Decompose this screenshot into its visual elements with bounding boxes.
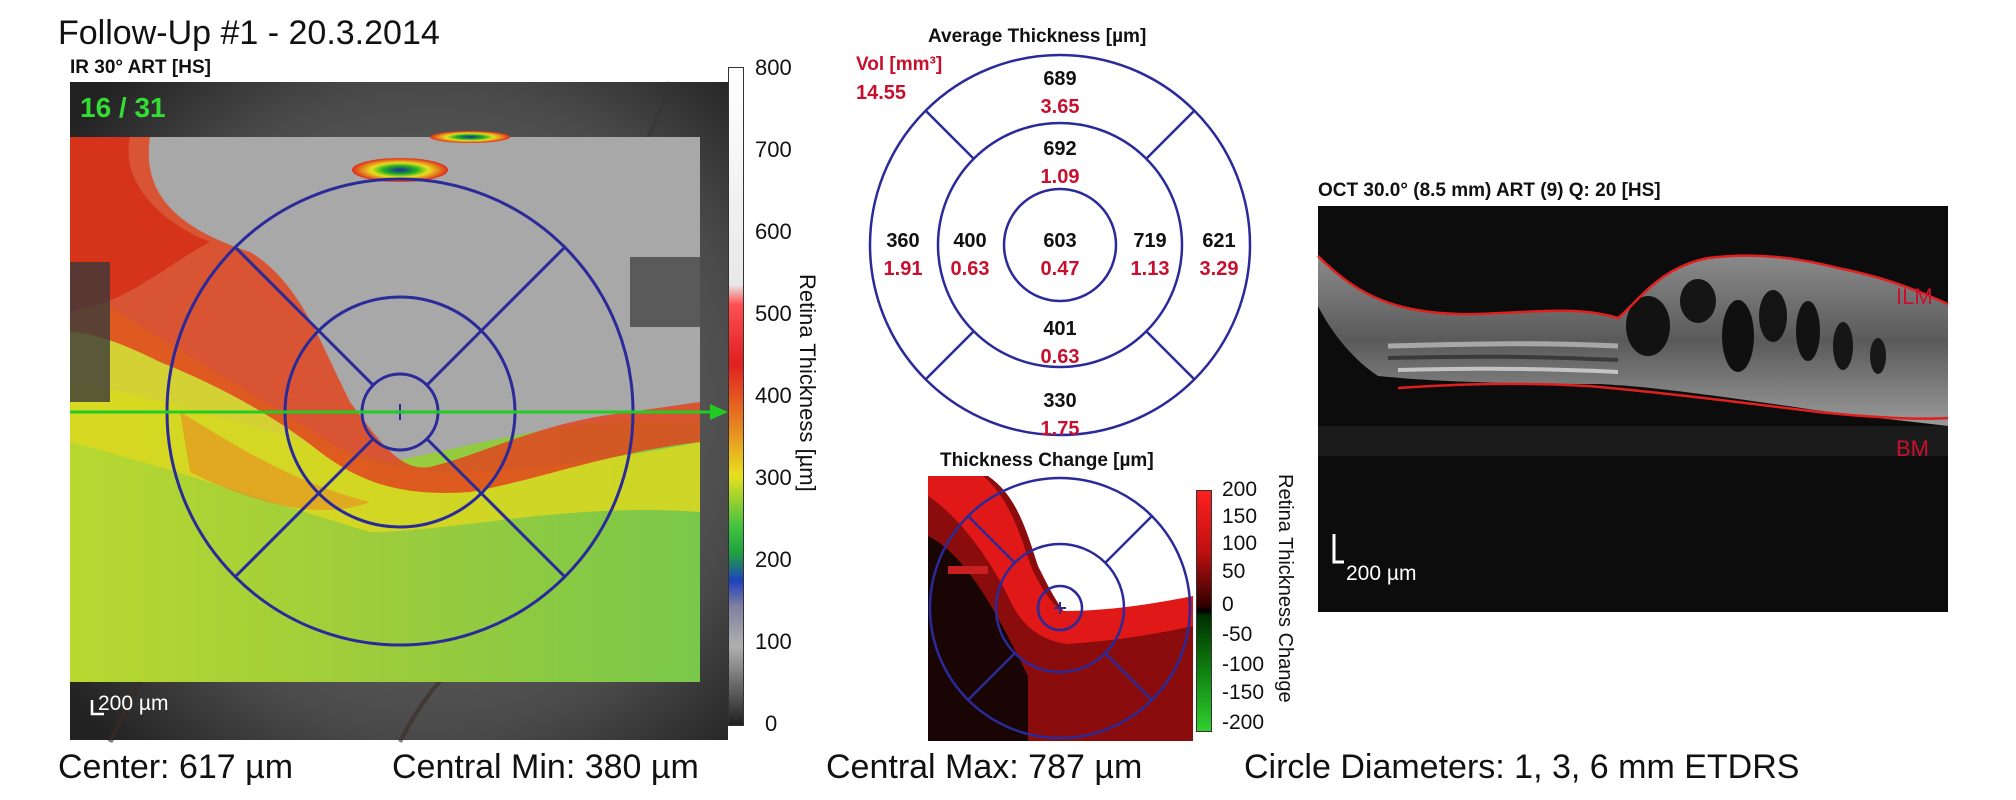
thickness-tick: 600 bbox=[755, 219, 792, 244]
thickness-colorbar bbox=[728, 67, 744, 726]
circle-diameters: Circle Diameters: 1, 3, 6 mm ETDRS bbox=[1244, 748, 1800, 786]
sector-inner-right-volume: 1.13 bbox=[1130, 258, 1170, 280]
central-max: Central Max: 787 µm bbox=[826, 748, 1143, 786]
change-colorbar bbox=[1196, 490, 1212, 732]
sector-inner-bottom-volume: 0.63 bbox=[1040, 346, 1080, 368]
change-colorbar-label: Retina Thickness Change bbox=[1274, 474, 1296, 703]
fundus-scale-bar: 200 µm bbox=[98, 692, 169, 715]
sector-outer-top-thickness: 689 bbox=[1043, 68, 1077, 90]
sector-outer-bottom-thickness: 330 bbox=[1043, 390, 1077, 412]
thickness-tick: 400 bbox=[755, 383, 792, 408]
ilm-label: ILM bbox=[1896, 284, 1933, 309]
sector-outer-right-thickness: 621 bbox=[1202, 230, 1236, 252]
etdrs-grid bbox=[868, 53, 1252, 437]
total-volume: 14.55 bbox=[856, 82, 907, 104]
fundus-label: IR 30° ART [HS] bbox=[70, 57, 211, 78]
thickness-tick: 300 bbox=[755, 465, 792, 490]
sector-center-volume: 0.47 bbox=[1040, 258, 1080, 280]
thickness-change-title: Thickness Change [µm] bbox=[940, 450, 1154, 471]
change-tick: -50 bbox=[1222, 623, 1253, 646]
thickness-tick: 200 bbox=[755, 547, 792, 572]
bm-line bbox=[1397, 382, 1949, 420]
oct-scale-bar: 200 µm bbox=[1346, 562, 1417, 585]
central-min: Central Min: 380 µm bbox=[392, 748, 699, 786]
sector-inner-top-volume: 1.09 bbox=[1040, 166, 1080, 188]
thickness-change-map[interactable] bbox=[928, 476, 1193, 741]
thickness-tick: 0 bbox=[765, 711, 778, 736]
ilm-line bbox=[1317, 254, 1949, 320]
sector-inner-left-thickness: 400 bbox=[953, 230, 987, 252]
thickness-tick: 800 bbox=[755, 55, 792, 80]
sector-outer-bottom-volume: 1.75 bbox=[1040, 418, 1080, 440]
sector-inner-left-volume: 0.63 bbox=[950, 258, 990, 280]
change-tick: 150 bbox=[1222, 505, 1258, 528]
average-thickness-title: Average Thickness [µm] bbox=[928, 26, 1147, 47]
sector-outer-right-volume: 3.29 bbox=[1199, 258, 1239, 280]
change-tick: 0 bbox=[1222, 593, 1234, 616]
thickness-colorbar-label: Retina Thickness [µm] bbox=[795, 274, 820, 492]
center-thickness: Center: 617 µm bbox=[58, 748, 294, 786]
thickness-tick: 700 bbox=[755, 137, 792, 162]
sector-inner-top-thickness: 692 bbox=[1043, 138, 1077, 160]
oct-label: OCT 30.0° (8.5 mm) ART (9) Q: 20 [HS] bbox=[1318, 180, 1661, 201]
sector-outer-top-volume: 3.65 bbox=[1040, 96, 1080, 118]
change-tick: 100 bbox=[1222, 532, 1258, 555]
sector-inner-bottom-thickness: 401 bbox=[1043, 318, 1077, 340]
report-title: Follow-Up #1 - 20.3.2014 bbox=[58, 14, 440, 52]
frame-counter: 16 / 31 bbox=[80, 92, 166, 123]
thickness-tick: 100 bbox=[755, 629, 792, 654]
bm-label: BM bbox=[1896, 436, 1929, 461]
change-tick: -100 bbox=[1222, 653, 1265, 676]
fundus-thickness-map[interactable] bbox=[70, 81, 728, 744]
sector-outer-left-volume: 1.91 bbox=[883, 258, 923, 280]
sector-inner-right-thickness: 719 bbox=[1133, 230, 1167, 252]
change-tick: -200 bbox=[1222, 711, 1265, 734]
vol-label: Vol [mm³] bbox=[856, 54, 943, 75]
change-tick: -150 bbox=[1222, 681, 1265, 704]
sector-center-thickness: 603 bbox=[1043, 230, 1077, 252]
sector-outer-left-thickness: 360 bbox=[886, 230, 920, 252]
change-tick: 50 bbox=[1222, 560, 1246, 583]
thickness-tick: 500 bbox=[755, 301, 792, 326]
oct-bscan[interactable] bbox=[1317, 206, 1949, 612]
change-tick: 200 bbox=[1222, 478, 1258, 501]
